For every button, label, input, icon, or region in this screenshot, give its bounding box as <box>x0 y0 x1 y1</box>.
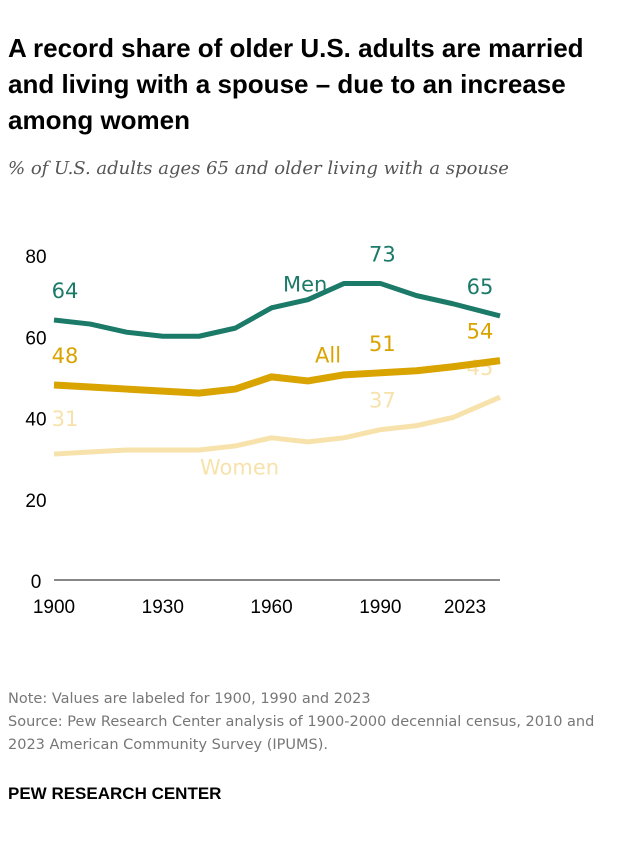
x-tick-label: 1990 <box>359 597 401 618</box>
data-label: 51 <box>369 332 396 356</box>
series-label-women: Women <box>200 455 279 479</box>
data-label: 48 <box>52 344 79 368</box>
y-tick-label: 40 <box>25 410 46 431</box>
data-label: 65 <box>467 275 494 299</box>
chart-title: A record share of older U.S. adults are … <box>8 33 584 135</box>
x-tick-label: 1930 <box>142 597 184 618</box>
note: Note: Values are labeled for 1900, 1990 … <box>8 691 371 707</box>
x-tick-label: 2023 <box>444 597 486 618</box>
data-label: 64 <box>52 279 79 303</box>
data-label: 31 <box>52 407 79 431</box>
x-tick-label: 1960 <box>250 597 292 618</box>
series-line-all <box>53 357 501 397</box>
chart-subtitle: % of U.S. adults ages 65 and older livin… <box>8 158 509 179</box>
data-label: 37 <box>369 389 396 413</box>
y-tick-label: 0 <box>31 572 42 593</box>
source: Source: Pew Research Center analysis of … <box>8 714 595 753</box>
series-line-women <box>53 394 501 457</box>
y-tick-label: 20 <box>25 491 46 512</box>
series-label-men: Men <box>283 273 327 297</box>
data-label: 54 <box>467 320 494 344</box>
series-line-men <box>53 280 501 339</box>
data-label: 73 <box>369 242 396 266</box>
series-label-all: All <box>315 344 341 368</box>
x-tick-label: 1900 <box>33 597 75 618</box>
y-tick-label: 60 <box>25 328 46 349</box>
brand-logo: PEW RESEARCH CENTER <box>8 784 222 803</box>
y-tick-label: 80 <box>25 247 46 268</box>
